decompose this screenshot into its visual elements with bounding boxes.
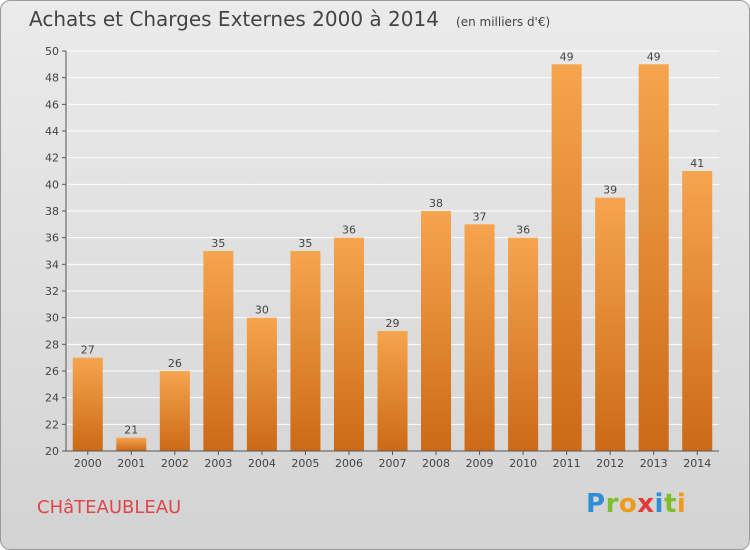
x-tick-label: 2008 [422, 457, 450, 470]
x-tick-label: 2006 [335, 457, 363, 470]
chart-title: Achats et Charges Externes 2000 à 2014 [29, 7, 439, 31]
bar [246, 317, 277, 451]
y-tick-label: 38 [45, 205, 59, 218]
y-tick-label: 50 [45, 45, 59, 58]
logo-letter: r [605, 489, 619, 519]
bar [203, 251, 234, 451]
data-label: 29 [386, 317, 400, 330]
y-tick-label: 26 [45, 365, 59, 378]
data-label: 37 [473, 210, 487, 223]
y-tick-label: 46 [45, 98, 59, 111]
y-tick-label: 24 [45, 392, 59, 405]
title-row: Achats et Charges Externes 2000 à 2014 (… [29, 7, 550, 31]
data-label: 49 [560, 50, 574, 63]
y-tick-label: 44 [45, 125, 59, 138]
y-tick-label: 22 [45, 418, 59, 431]
logo-letter: o [618, 489, 638, 519]
x-tick-label: 2013 [640, 457, 668, 470]
y-tick-label: 32 [45, 285, 59, 298]
data-label: 39 [603, 184, 617, 197]
bar [333, 237, 364, 451]
x-tick-label: 2010 [509, 457, 537, 470]
x-tick-label: 2005 [291, 457, 319, 470]
bar [464, 224, 495, 451]
logo-letter: x [637, 489, 655, 519]
data-label: 30 [255, 304, 269, 317]
bar [421, 211, 452, 451]
commune-name: CHâTEAUBLEAU [37, 497, 182, 518]
x-tick-label: 2014 [683, 457, 711, 470]
bar [508, 237, 539, 451]
x-tick-label: 2007 [379, 457, 407, 470]
bar [290, 251, 321, 451]
data-label: 41 [690, 157, 704, 170]
y-tick-label: 20 [45, 445, 59, 458]
proxiti-logo: Proxiti [586, 489, 686, 519]
data-label: 36 [516, 224, 530, 237]
bar [638, 64, 669, 452]
bar [595, 197, 626, 451]
bar [159, 371, 190, 451]
y-tick-label: 40 [45, 178, 59, 191]
data-label: 21 [124, 424, 138, 437]
x-tick-label: 2009 [466, 457, 494, 470]
y-tick-label: 30 [45, 312, 59, 325]
data-label: 38 [429, 197, 443, 210]
axis-layer: 20 22 24 26 28 30 32 34 36 38 40 42 44 46 48 50 2000 2001… [45, 45, 719, 470]
x-tick-label: 2002 [161, 457, 189, 470]
x-tick-label: 2001 [117, 457, 145, 470]
data-label: 26 [168, 357, 182, 370]
y-tick-label: 28 [45, 338, 59, 351]
logo-letter: i [654, 489, 664, 519]
x-tick-label: 2004 [248, 457, 276, 470]
x-tick-label: 2000 [74, 457, 102, 470]
bar [682, 171, 713, 451]
y-tick-label: 48 [45, 72, 59, 85]
logo-letter: P [586, 489, 606, 519]
data-label: 27 [81, 344, 95, 357]
x-tick-label: 2003 [204, 457, 232, 470]
x-tick-label: 2011 [553, 457, 581, 470]
data-label: 36 [342, 224, 356, 237]
data-label: 49 [647, 50, 661, 63]
logo-letter: t [663, 489, 677, 519]
y-tick-label: 36 [45, 232, 59, 245]
bars-layer: 27 21 26 35 30 35 36 29 38 37 36 49 39 49 41 [72, 50, 713, 452]
bar [551, 64, 582, 452]
bar [72, 357, 103, 451]
bar [116, 437, 147, 451]
x-tick-label: 2012 [596, 457, 624, 470]
data-label: 35 [298, 237, 312, 250]
data-label: 35 [211, 237, 225, 250]
y-tick-label: 34 [45, 258, 59, 271]
logo-letter: i [676, 489, 687, 519]
y-tick-label: 42 [45, 152, 59, 165]
bar [377, 331, 408, 451]
chart-subtitle: (en milliers d'€) [456, 15, 551, 29]
